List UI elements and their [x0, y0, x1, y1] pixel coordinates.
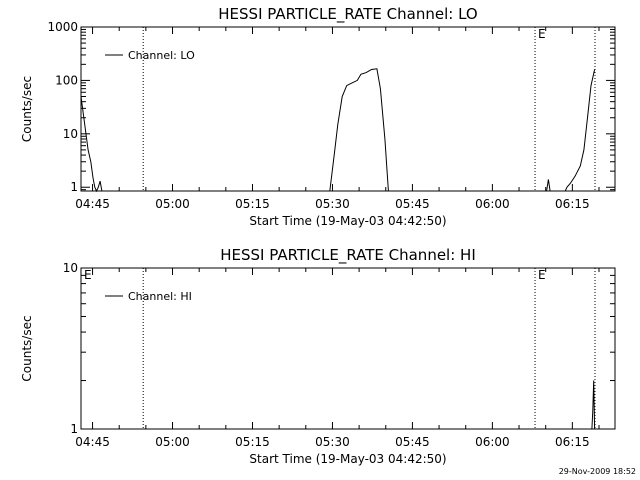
panel-hi: HESSI PARTICLE_RATE Channel: HI Start Ti…	[20, 246, 616, 466]
chart-title-hi: HESSI PARTICLE_RATE Channel: HI	[220, 246, 476, 265]
x-tick-label: 05:45	[395, 435, 430, 449]
data-series-line-lo	[80, 68, 596, 193]
panel-lo: HESSI PARTICLE_RATE Channel: LO Start Ti…	[20, 5, 616, 228]
event-marker-label: E	[84, 268, 92, 282]
y-tick-label: 10	[63, 261, 78, 275]
plot-frame	[80, 26, 616, 192]
event-marker-label: E	[538, 268, 546, 282]
y-tick-label: 1	[70, 422, 78, 436]
y-tick-label: 1	[70, 180, 78, 194]
x-tick-label: 04:45	[75, 197, 110, 211]
data-series-line-hi	[591, 380, 596, 430]
y-axis-label-lo: Counts/sec	[20, 76, 34, 142]
x-tick-label: 05:30	[315, 435, 350, 449]
legend-label-hi: Channel: HI	[128, 290, 192, 303]
x-tick-label: 05:15	[235, 435, 270, 449]
x-tick-label: 04:45	[75, 435, 110, 449]
x-tick-label: 06:00	[475, 197, 510, 211]
plot-frame	[80, 267, 616, 430]
x-tick-label: 05:00	[155, 197, 190, 211]
y-tick-label: 100	[55, 73, 78, 87]
x-axis-label-lo: Start Time (19-May-03 04:42:50)	[249, 214, 446, 228]
legend-label-lo: Channel: LO	[128, 49, 195, 62]
y-axis-label-hi: Counts/sec	[20, 315, 34, 381]
x-tick-label: 05:30	[315, 197, 350, 211]
x-tick-label: 06:00	[475, 435, 510, 449]
y-tick-label: 10	[63, 127, 78, 141]
x-tick-label: 05:15	[235, 197, 270, 211]
event-marker-label: E	[538, 27, 546, 41]
x-tick-label: 06:15	[555, 197, 590, 211]
x-tick-label: 06:15	[555, 435, 590, 449]
y-tick-label: 1000	[47, 20, 78, 34]
chart-title-lo: HESSI PARTICLE_RATE Channel: LO	[218, 5, 477, 24]
timestamp: 29-Nov-2009 18:52	[559, 467, 636, 476]
x-tick-label: 05:45	[395, 197, 430, 211]
x-tick-label: 05:00	[155, 435, 190, 449]
x-axis-label-hi: Start Time (19-May-03 04:42:50)	[249, 452, 446, 466]
